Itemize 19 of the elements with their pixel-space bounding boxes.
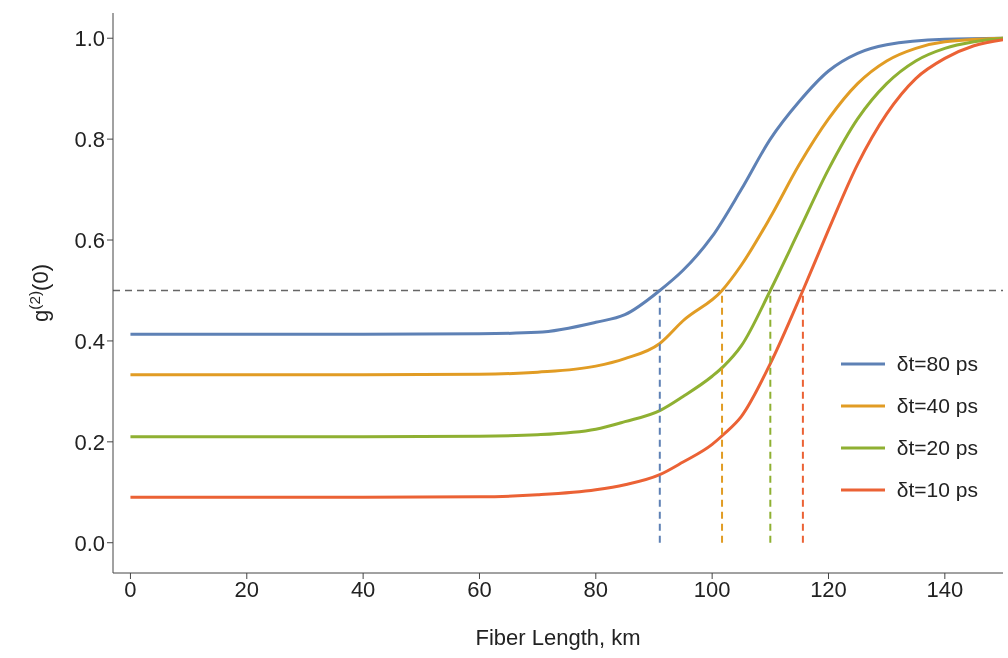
legend-label: δt=80 ps — [896, 352, 978, 376]
x-tick-label: 140 — [926, 576, 964, 602]
legend-label: δt=40 ps — [896, 394, 978, 418]
x-tick-label: 40 — [350, 576, 376, 602]
x-axis-title: Fiber Length, km — [475, 625, 641, 650]
y-tick-label: 0.4 — [74, 328, 105, 354]
legend-label: δt=20 ps — [896, 436, 978, 460]
x-tick-label: 100 — [693, 576, 731, 602]
x-tick-label: 60 — [467, 576, 492, 602]
x-tick-label: 80 — [583, 576, 609, 602]
x-tick-label: 120 — [810, 576, 847, 602]
y-tick-label: 0.0 — [74, 530, 105, 556]
x-tick-label: 20 — [234, 576, 260, 602]
y-tick-label: 0.8 — [74, 126, 105, 152]
y-tick-label: 1.0 — [74, 26, 105, 52]
legend-label: δt=10 ps — [896, 478, 978, 502]
y-tick-label: 0.6 — [74, 227, 105, 253]
x-tick-label: 0 — [124, 576, 137, 602]
y-tick-label: 0.2 — [74, 429, 105, 455]
